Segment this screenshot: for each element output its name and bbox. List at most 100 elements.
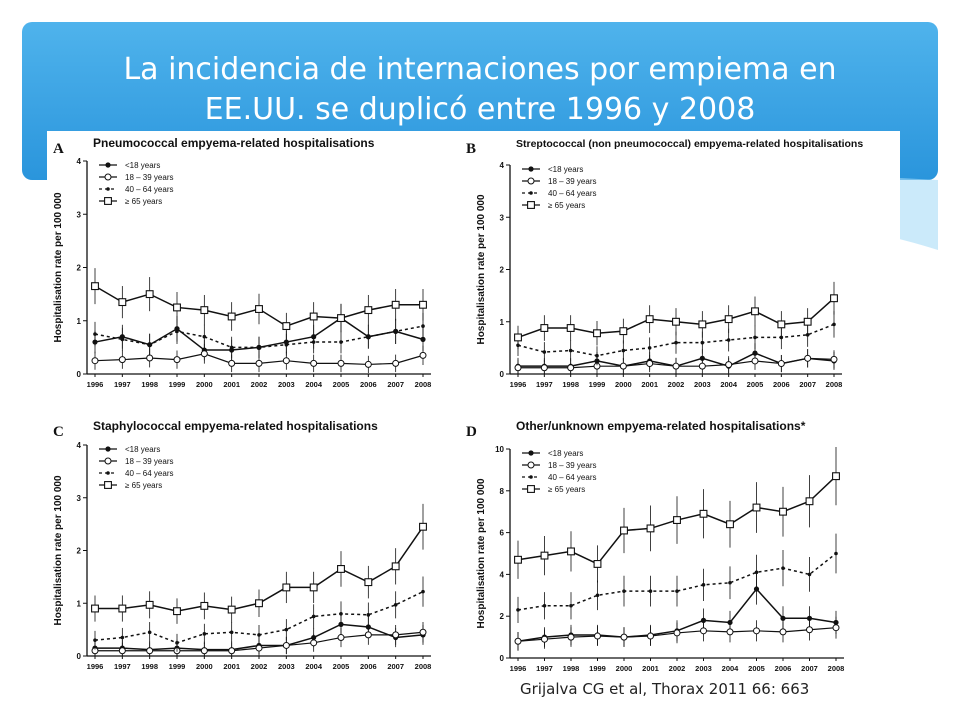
x-tick-label: 1998 — [562, 380, 579, 389]
data-point — [726, 338, 731, 342]
data-point — [832, 322, 836, 327]
data-point — [830, 294, 838, 303]
data-point — [255, 359, 263, 367]
panel-letter: A — [53, 141, 64, 157]
y-tick-label: 0 — [77, 652, 82, 661]
data-point — [516, 608, 520, 612]
data-point — [753, 627, 760, 635]
legend-marker — [528, 450, 534, 456]
x-tick-label: 2004 — [722, 664, 740, 673]
data-point — [752, 503, 761, 512]
data-point — [421, 589, 425, 594]
data-point — [118, 604, 127, 613]
data-point — [227, 312, 236, 321]
data-point — [309, 312, 318, 321]
data-point — [779, 628, 787, 636]
legend-marker — [104, 173, 112, 181]
data-point — [647, 346, 652, 350]
data-point — [698, 362, 706, 370]
data-point — [675, 589, 679, 593]
data-point — [284, 342, 289, 347]
data-point — [255, 644, 263, 652]
data-point — [514, 364, 522, 372]
x-tick-label: 2003 — [694, 380, 711, 389]
data-point — [804, 354, 812, 362]
series-2 — [93, 576, 425, 652]
x-tick-label: 2007 — [799, 380, 816, 389]
data-point — [91, 357, 99, 365]
data-point — [567, 364, 575, 372]
y-axis-label: Hospitalisation rate per 100 000 — [53, 192, 64, 343]
x-tick-label: 2004 — [720, 380, 738, 389]
data-point — [619, 327, 628, 336]
data-point — [646, 524, 655, 533]
data-point — [310, 639, 318, 647]
x-tick-label: 2000 — [196, 380, 213, 389]
data-point — [173, 303, 181, 312]
data-point — [364, 306, 373, 315]
series-1 — [514, 349, 838, 374]
panel-letter: C — [53, 424, 64, 440]
y-tick-label: 4 — [77, 441, 82, 450]
data-point — [229, 345, 234, 350]
data-point — [228, 359, 236, 367]
data-point — [419, 522, 427, 531]
data-point — [700, 340, 705, 345]
data-point — [648, 589, 653, 593]
series-1 — [91, 622, 427, 656]
data-point — [173, 607, 181, 616]
x-tick-label: 1998 — [141, 380, 158, 389]
y-axis-label: Hospitalisation rate per 100 000 — [476, 194, 487, 345]
data-point — [805, 497, 814, 506]
data-point — [93, 638, 97, 642]
data-point — [541, 635, 548, 643]
data-point — [542, 603, 547, 608]
data-point — [566, 324, 575, 332]
data-point — [567, 633, 575, 641]
series-1 — [91, 343, 427, 374]
y-tick-label: 4 — [77, 157, 82, 166]
x-tick-label: 2000 — [616, 664, 633, 673]
x-tick-label: 2003 — [278, 662, 295, 671]
legend-marker — [106, 471, 110, 475]
data-point — [175, 641, 179, 645]
data-point — [146, 354, 154, 362]
series-1 — [514, 616, 840, 651]
figure-svg: A Pneumococcal empyema-related hospitalis… — [53, 136, 863, 673]
legend-marker — [529, 475, 533, 479]
x-tick-label: 1996 — [87, 380, 104, 389]
x-tick-label: 1999 — [589, 380, 606, 389]
data-point — [753, 335, 757, 340]
legend-marker — [105, 162, 111, 168]
x-tick-label: 2005 — [748, 664, 765, 673]
data-point — [806, 626, 813, 634]
series-3 — [514, 447, 840, 583]
data-point — [91, 604, 99, 613]
data-point — [725, 361, 733, 369]
data-point — [257, 633, 261, 637]
x-tick-label: 2002 — [251, 662, 268, 671]
data-point — [645, 315, 654, 324]
data-point — [118, 298, 127, 307]
data-point — [146, 647, 154, 655]
figure-panels: A Pneumococcal empyema-related hospitalis… — [47, 131, 900, 683]
data-point — [339, 612, 343, 616]
chart-panel-d: D Other/unknown empyema-related hospitali… — [466, 419, 844, 673]
y-tick-label: 4 — [500, 161, 505, 170]
legend-label: 18 – 39 years — [125, 173, 173, 182]
data-point — [780, 615, 786, 621]
data-point — [120, 635, 125, 640]
data-point — [514, 555, 522, 564]
data-point — [781, 566, 785, 570]
x-tick-label: 1996 — [510, 380, 527, 389]
chart-title: Pneumococcal empyema-related hospitalisa… — [93, 136, 375, 150]
data-point — [309, 583, 318, 592]
data-point — [567, 547, 575, 556]
chart-title: Other/unknown empyema-related hospitalis… — [516, 419, 806, 433]
legend-label: <18 years — [548, 165, 583, 174]
series-3 — [91, 268, 427, 340]
data-point — [120, 337, 125, 342]
x-tick-label: 2002 — [251, 380, 268, 389]
data-point — [514, 333, 522, 342]
chart-title: Staphylococcal empyema-related hospitali… — [93, 419, 378, 433]
